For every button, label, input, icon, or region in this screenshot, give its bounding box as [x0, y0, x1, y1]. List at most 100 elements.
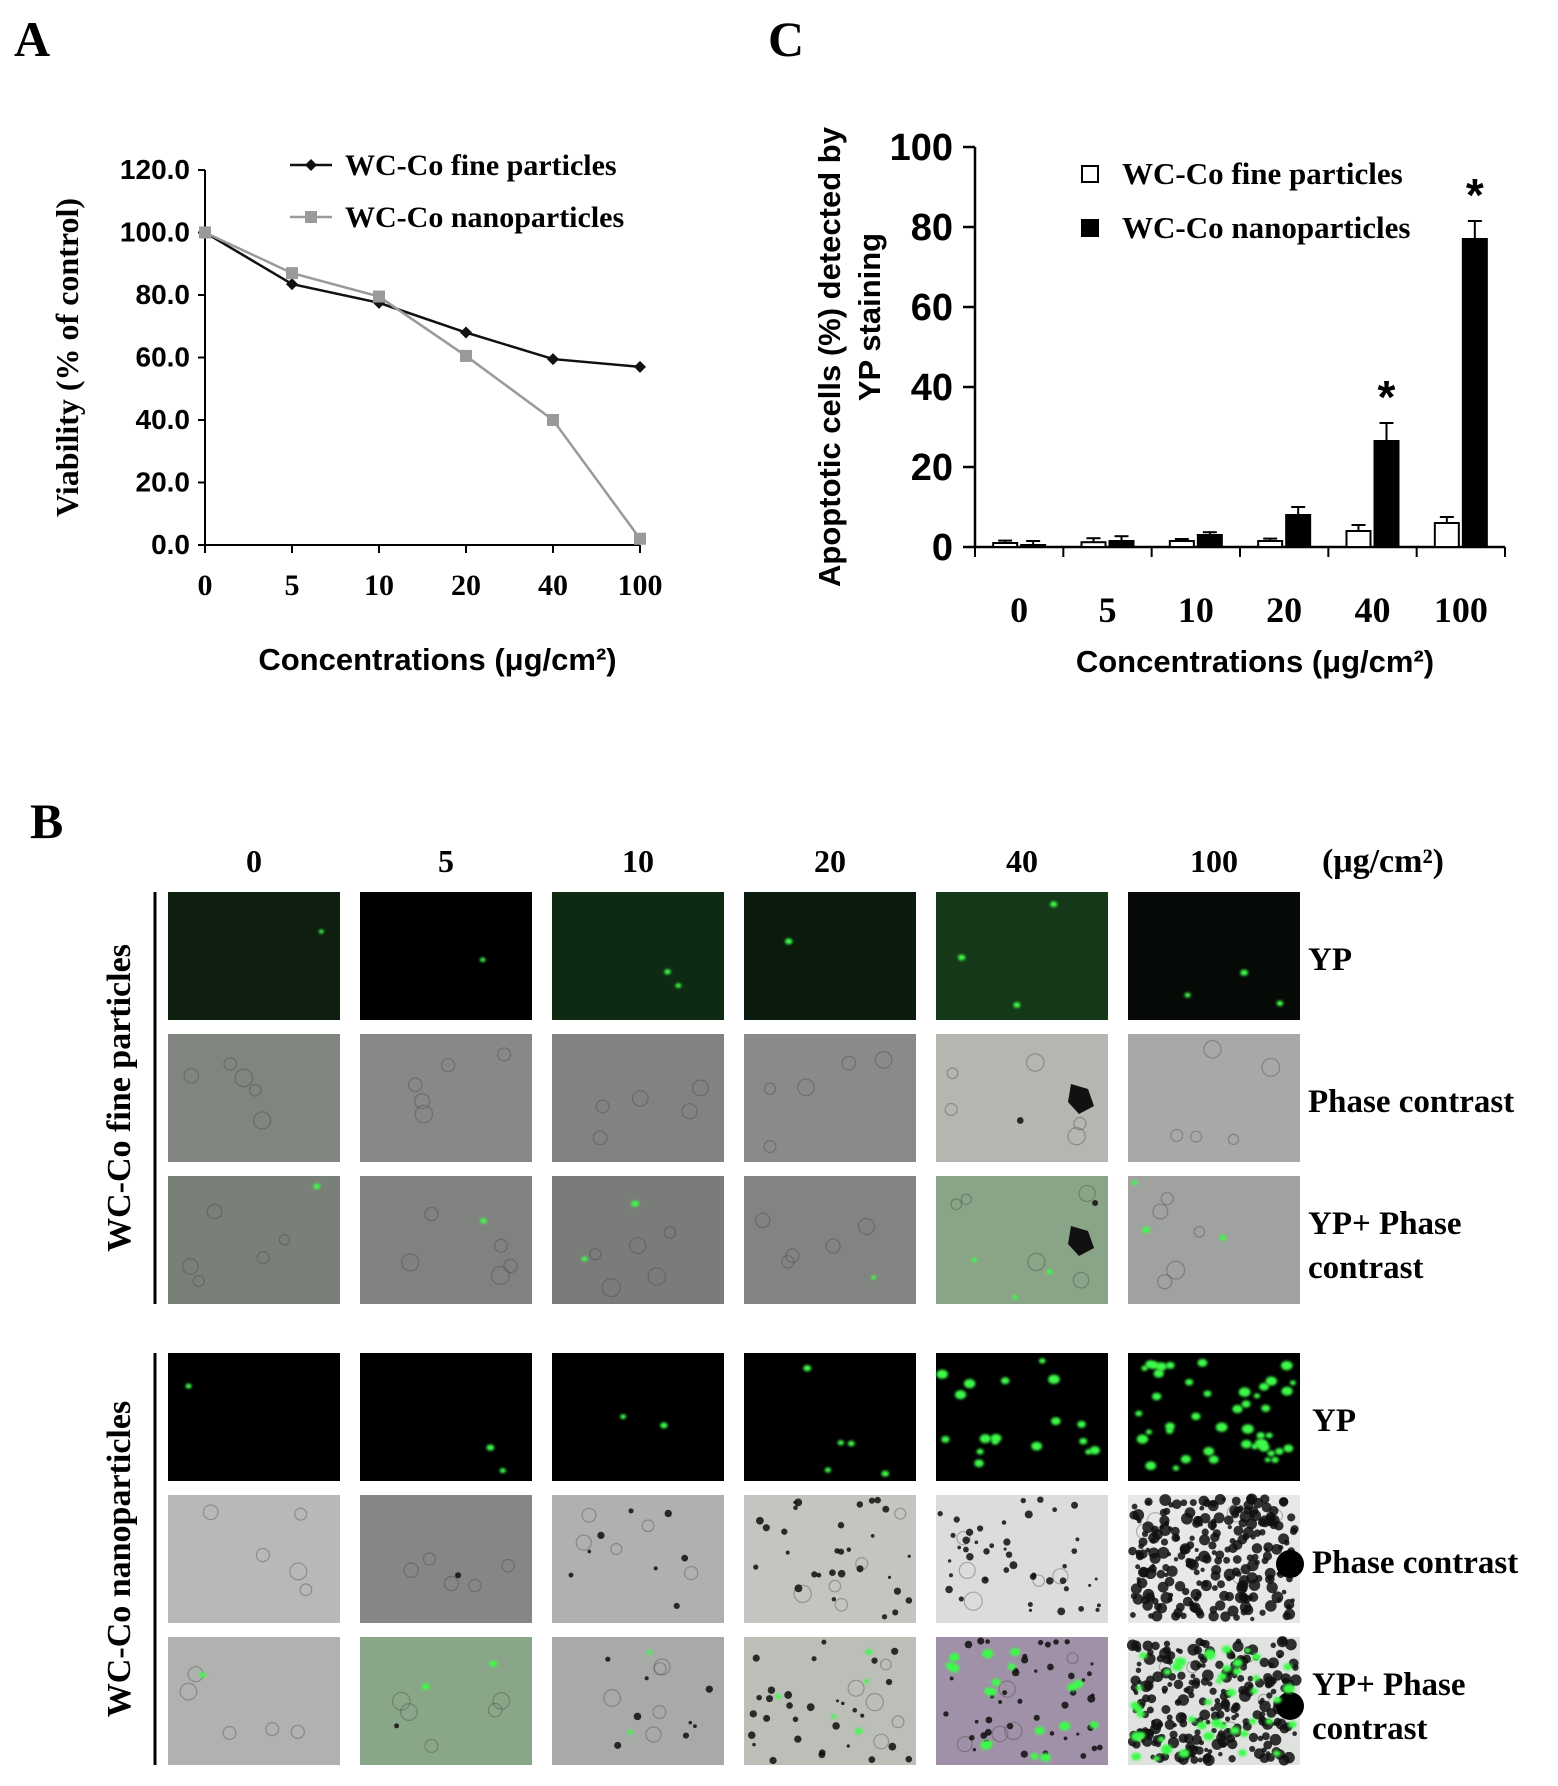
- debris: [1207, 1500, 1219, 1512]
- data-point: [547, 414, 559, 426]
- cell-outline: [192, 1274, 205, 1288]
- fluorescent-cell: [1163, 1668, 1172, 1675]
- debris: [1245, 1518, 1258, 1530]
- fluorescent-cell: [775, 1694, 782, 1699]
- debris: [628, 1508, 634, 1514]
- cell-outline: [1025, 1053, 1045, 1072]
- micrograph-tile: [936, 1495, 1108, 1623]
- debris: [1179, 1543, 1191, 1555]
- debris: [846, 1547, 852, 1552]
- debris: [1238, 1518, 1248, 1528]
- fluorescent-cell: [646, 1650, 653, 1655]
- cell-outline: [847, 1679, 865, 1697]
- cell-outline: [424, 1738, 439, 1754]
- debris: [1049, 1731, 1055, 1736]
- fluorescent-cell: [971, 1258, 978, 1263]
- debris: [1191, 1734, 1203, 1745]
- debris: [945, 1585, 953, 1594]
- debris: [673, 1602, 680, 1609]
- debris: [1001, 1520, 1007, 1525]
- debris: [1090, 1662, 1094, 1666]
- fluorescent-cell: [1007, 1663, 1016, 1670]
- debris: [1211, 1564, 1222, 1576]
- debris: [1249, 1509, 1262, 1522]
- y-tick-label: 40: [911, 367, 953, 409]
- debris: [905, 1755, 913, 1763]
- debris: [983, 1548, 990, 1555]
- debris: [1228, 1755, 1236, 1763]
- column-header: 5: [438, 843, 454, 879]
- cell-outline: [828, 1579, 842, 1593]
- fluorescent-cell: [991, 1439, 999, 1445]
- fluorescent-cell: [855, 1728, 863, 1735]
- fluorescent-cell: [1151, 1392, 1162, 1401]
- fluorescent-cell: [871, 1275, 877, 1280]
- micrograph-tile: [552, 1034, 724, 1162]
- cell-outline: [684, 1565, 699, 1581]
- debris: [1266, 1581, 1278, 1594]
- unit-label: (μg/cm²): [1322, 843, 1444, 880]
- cell-outline: [958, 1561, 976, 1580]
- fluorescent-cell: [1241, 1439, 1252, 1449]
- legend-swatch: [1081, 219, 1099, 237]
- fluorescent-cell: [1267, 1450, 1275, 1457]
- debris: [794, 1498, 803, 1507]
- cell-outline: [1166, 1260, 1186, 1280]
- fluorescent-cell: [1034, 1726, 1045, 1735]
- debris: [1151, 1641, 1160, 1651]
- debris: [1215, 1710, 1225, 1719]
- debris: [1270, 1642, 1277, 1648]
- micrograph-tile: [360, 892, 532, 1020]
- y-tick-label: 40.0: [136, 404, 191, 435]
- tile-background: [360, 892, 532, 1020]
- y-axis-label-line: YP staining: [852, 233, 887, 401]
- debris: [605, 1656, 611, 1662]
- cell-outline: [944, 1102, 958, 1116]
- debris: [1200, 1677, 1209, 1686]
- fluorescent-cell: [1046, 1269, 1053, 1275]
- debris: [769, 1756, 777, 1765]
- debris: [1240, 1564, 1251, 1575]
- cell-outline: [1067, 1127, 1086, 1146]
- micrograph-tile: [936, 1353, 1108, 1481]
- cell-outline: [1078, 1184, 1096, 1203]
- tile-background: [168, 1353, 340, 1481]
- debris: [1218, 1751, 1223, 1757]
- debris: [1220, 1688, 1227, 1694]
- tile-background: [552, 1034, 724, 1162]
- cell-outline: [991, 1725, 1009, 1743]
- cell-outline: [857, 1217, 876, 1236]
- fluorescent-cell: [1137, 1732, 1146, 1739]
- debris: [752, 1654, 760, 1662]
- debris: [693, 1724, 697, 1729]
- cell-outline: [793, 1584, 812, 1604]
- micrograph-tile: [552, 1495, 724, 1623]
- debris: [1257, 1735, 1264, 1742]
- fluorescent-cell: [1232, 1667, 1242, 1675]
- debris: [1160, 1538, 1169, 1546]
- column-header: 100: [1190, 843, 1238, 879]
- debris: [1269, 1733, 1282, 1746]
- debris: [829, 1569, 836, 1577]
- fluorescent-cell: [1226, 1688, 1237, 1697]
- debris: [1212, 1529, 1221, 1538]
- debris: [1211, 1727, 1217, 1734]
- debris: [1094, 1577, 1098, 1581]
- debris: [1087, 1694, 1096, 1703]
- cell-outline: [879, 1658, 892, 1671]
- cell-outline: [891, 1715, 905, 1729]
- debris: [1128, 1546, 1137, 1556]
- debris: [1249, 1745, 1256, 1752]
- fluorescent-cell: [983, 1687, 992, 1695]
- cell-outline: [1072, 1271, 1090, 1289]
- fluorescent-cell: [1287, 1721, 1297, 1729]
- y-tick-label: 80: [911, 207, 953, 249]
- debris: [1210, 1706, 1216, 1712]
- fluorescent-cell: [1271, 1456, 1279, 1463]
- x-axis-label: Concentrations (μg/cm²): [258, 642, 616, 677]
- debris: [965, 1528, 974, 1536]
- debris: [870, 1533, 875, 1538]
- cell-outline: [1190, 1130, 1203, 1143]
- fluorescent-cell: [1165, 1422, 1175, 1431]
